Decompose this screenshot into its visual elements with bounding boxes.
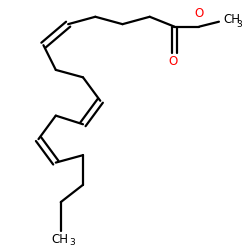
Text: CH: CH xyxy=(51,233,68,246)
Text: CH: CH xyxy=(224,13,241,26)
Text: O: O xyxy=(194,7,204,20)
Text: 3: 3 xyxy=(69,238,75,247)
Text: O: O xyxy=(168,55,177,68)
Text: 3: 3 xyxy=(236,20,242,29)
